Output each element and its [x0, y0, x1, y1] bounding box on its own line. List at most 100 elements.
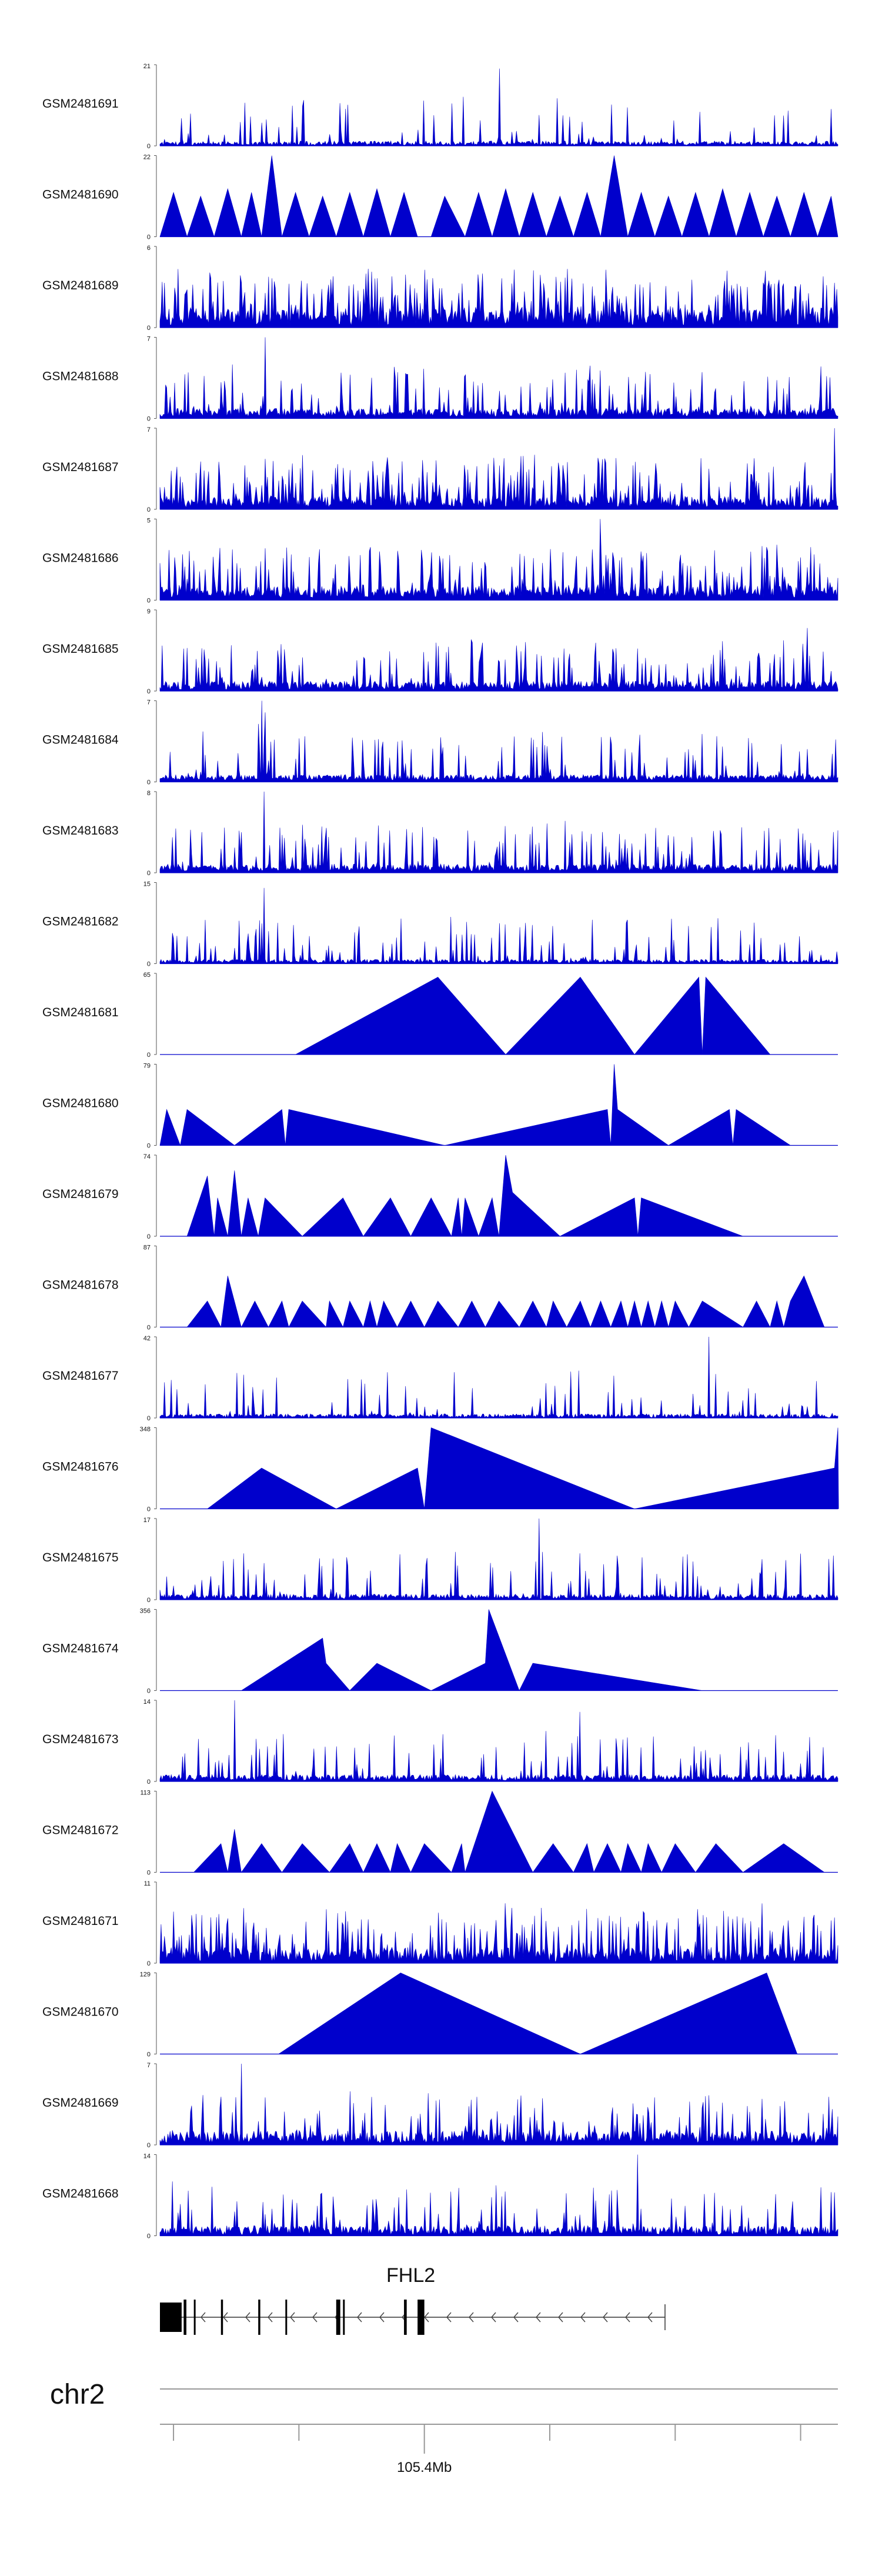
track-GSM2481680: GSM2481680 79 0: [42, 1063, 838, 1150]
track-ymax-label: 356: [140, 1608, 151, 1615]
track-GSM2481669: GSM2481669 7 0: [42, 2062, 838, 2149]
axis-tick-label: 105.4Mb: [397, 2460, 452, 2475]
coverage-area: [159, 1518, 838, 1600]
coverage-area: [159, 700, 838, 782]
exon-block: [417, 2300, 425, 2335]
track-label: GSM2481683: [42, 824, 119, 837]
track-zero-label: 0: [147, 1778, 151, 1786]
track-zero-label: 0: [147, 1052, 151, 1059]
coverage-tracks: GSM2481691210GSM2481690220GSM248168960GS…: [42, 63, 839, 2240]
exon-block: [285, 2300, 288, 2335]
strand-arrow: [513, 2312, 519, 2323]
track-zero-label: 0: [147, 506, 151, 513]
track-ymax-label: 5: [147, 518, 151, 525]
coverage-area: [160, 1790, 838, 1873]
track-GSM2481674: GSM2481674 356 0: [42, 1608, 838, 1695]
track-label: GSM2481685: [42, 642, 119, 656]
strand-arrow: [446, 2312, 452, 2323]
track-ymax-label: 7: [147, 336, 151, 343]
track-label: GSM2481676: [42, 1460, 119, 1474]
strand-arrow: [201, 2312, 206, 2323]
track-GSM2481670: GSM2481670 129 0: [42, 1971, 838, 2058]
strand-arrow: [268, 2312, 273, 2323]
track-zero-label: 0: [147, 416, 151, 423]
track-ymax-label: 17: [143, 1517, 151, 1524]
track-label: GSM2481691: [42, 97, 119, 111]
track-zero-label: 0: [147, 779, 151, 786]
strand-arrow: [379, 2312, 385, 2323]
exon-block: [220, 2300, 223, 2335]
track-GSM2481668: GSM2481668 14 0: [42, 2153, 838, 2240]
coverage-area: [160, 1154, 838, 1237]
track-zero-label: 0: [147, 1688, 151, 1695]
track-ymax-label: 6: [147, 245, 151, 252]
track-label: GSM2481690: [42, 188, 119, 202]
track-GSM2481672: GSM2481672 113 0: [42, 1790, 838, 1877]
track-ymax-label: 9: [147, 608, 151, 615]
track-label: GSM2481677: [42, 1369, 119, 1383]
track-label: GSM2481675: [42, 1551, 119, 1564]
strand-arrow: [290, 2312, 295, 2323]
track-ymax-label: 7: [147, 2062, 151, 2069]
coverage-area: [160, 1973, 838, 2054]
track-zero-label: 0: [147, 1233, 151, 1240]
chromosome-label: chr2: [50, 2379, 105, 2410]
track-ymax-label: 42: [143, 1335, 151, 1342]
track-ymax-label: 74: [143, 1153, 151, 1160]
track-label: GSM2481682: [42, 915, 119, 929]
exon-block: [404, 2300, 407, 2335]
track-zero-label: 0: [147, 1324, 151, 1332]
track-GSM2481686: GSM2481686 5 0: [42, 518, 838, 605]
track-zero-label: 0: [147, 1960, 151, 1967]
track-label: GSM2481674: [42, 1642, 119, 1656]
track-ymax-label: 15: [143, 881, 151, 888]
track-ymax-label: 14: [143, 2153, 151, 2160]
track-zero-label: 0: [147, 2233, 151, 2240]
track-GSM2481690: GSM2481690 22 0: [42, 154, 838, 241]
track-label: GSM2481678: [42, 1279, 119, 1292]
exon-block: [183, 2300, 186, 2335]
track-ymax-label: 113: [140, 1790, 151, 1797]
strand-arrow: [558, 2312, 563, 2323]
coverage-area: [159, 887, 838, 964]
track-label: GSM2481679: [42, 1187, 119, 1201]
exon-block: [336, 2300, 340, 2335]
coverage-area: [159, 1700, 838, 1782]
strand-arrow: [536, 2312, 541, 2323]
track-GSM2481679: GSM2481679 74 0: [42, 1153, 838, 1240]
track-label: GSM2481670: [42, 2006, 119, 2019]
track-ymax-label: 22: [143, 154, 151, 161]
track-zero-label: 0: [147, 598, 151, 605]
coverage-area: [159, 2063, 838, 2145]
track-label: GSM2481687: [42, 461, 119, 474]
exon-block: [160, 2303, 182, 2332]
track-zero-label: 0: [147, 2051, 151, 2058]
coverage-area: [159, 628, 838, 692]
coverage-area: [159, 1336, 838, 1419]
coverage-area: [159, 155, 838, 238]
strand-arrow: [491, 2312, 496, 2323]
coverage-area: [160, 1609, 838, 1691]
coverage-area: [159, 268, 838, 328]
track-label: GSM2481684: [42, 733, 119, 747]
coverage-area: [159, 519, 838, 600]
strand-arrow: [424, 2312, 429, 2323]
coverage-area: [159, 1903, 838, 1964]
strand-arrow: [357, 2312, 362, 2323]
track-label: GSM2481686: [42, 552, 119, 565]
strand-arrow: [580, 2312, 586, 2323]
track-ymax-label: 79: [143, 1063, 151, 1070]
track-zero-label: 0: [147, 143, 151, 150]
track-label: GSM2481688: [42, 370, 119, 383]
track-label: GSM2481669: [42, 2096, 119, 2110]
track-GSM2481685: GSM2481685 9 0: [42, 608, 838, 695]
track-GSM2481687: GSM2481687 7 0: [42, 426, 838, 513]
track-label: GSM2481671: [42, 1914, 119, 1928]
track-zero-label: 0: [147, 870, 151, 877]
strand-arrow: [223, 2312, 228, 2323]
track-GSM2481682: GSM2481682 15 0: [42, 881, 838, 968]
track-label: GSM2481672: [42, 1824, 119, 1837]
track-zero-label: 0: [147, 1143, 151, 1150]
track-GSM2481681: GSM2481681 65 0: [42, 972, 838, 1059]
coverage-area: [160, 1275, 838, 1328]
